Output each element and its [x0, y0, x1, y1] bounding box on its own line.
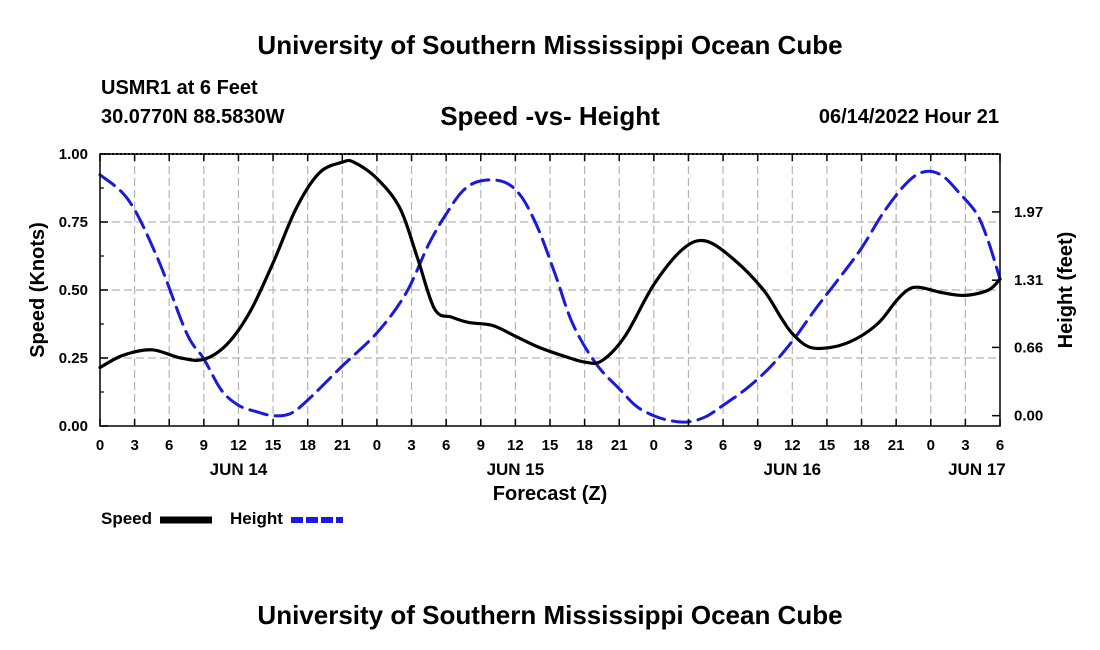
- y-tick-label: 0.50: [59, 282, 88, 299]
- x-tick-label: 15: [542, 437, 559, 454]
- y2-tick-label: 1.97: [1014, 204, 1043, 221]
- x-tick-label: 3: [130, 437, 138, 454]
- x-tick-label: 18: [853, 437, 870, 454]
- y2-tick-label: 0.66: [1014, 339, 1043, 356]
- speed-series-line: [98, 158, 1002, 370]
- station-coordinates: 30.0770N 88.5830W: [101, 106, 285, 128]
- x-tick-label: 18: [576, 437, 593, 454]
- tick-labels: 0 3 6 9 12 15 18 21 0 3 6 9 12 15 18 21 0 3 6 9 12 15 18 21 0 3 60…: [59, 146, 1043, 479]
- x-tick-label: 18: [299, 437, 316, 454]
- x-tick-label: 9: [477, 437, 485, 454]
- date-label: JUN 17: [948, 460, 1006, 479]
- y2-tick-label: 1.31: [1014, 272, 1043, 289]
- x-tick-label: 15: [819, 437, 836, 454]
- x-tick-label: 12: [784, 437, 801, 454]
- x-tick-label: 6: [165, 437, 173, 454]
- x-axis-title: Forecast (Z): [493, 483, 607, 505]
- height-series-line: [98, 169, 1002, 424]
- ticks: [99, 153, 1001, 427]
- x-tick-label: 12: [230, 437, 247, 454]
- y-tick-label: 1.00: [59, 146, 88, 163]
- x-tick-label: 21: [888, 437, 905, 454]
- footer-title: University of Southern Mississippi Ocean…: [257, 600, 843, 630]
- legend-height-swatch: [291, 517, 343, 523]
- series-group: [98, 158, 1002, 424]
- x-tick-label: 6: [719, 437, 727, 454]
- x-tick-label: 15: [265, 437, 282, 454]
- x-tick-label: 0: [650, 437, 658, 454]
- chart-title: Speed -vs- Height: [440, 101, 660, 131]
- x-tick-label: 0: [96, 437, 104, 454]
- legend-height-label: Height: [230, 509, 283, 528]
- x-tick-label: 3: [407, 437, 415, 454]
- forecast-datetime: 06/14/2022 Hour 21: [818, 106, 999, 128]
- x-tick-label: 6: [442, 437, 450, 454]
- y-axis-title: Speed (Knots): [27, 222, 49, 358]
- y2-axis-title: Height (feet): [1055, 232, 1077, 349]
- x-tick-label: 21: [611, 437, 628, 454]
- grid: [100, 153, 1000, 426]
- y-tick-label: 0.25: [59, 350, 88, 367]
- x-tick-label: 9: [754, 437, 762, 454]
- legend-speed-label: Speed: [101, 509, 153, 528]
- x-tick-label: 21: [334, 437, 351, 454]
- date-label: JUN 16: [763, 460, 821, 479]
- x-tick-label: 3: [961, 437, 969, 454]
- legend-speed-swatch: [160, 516, 212, 524]
- station-label: USMR1 at 6 Feet: [101, 77, 258, 99]
- x-tick-label: 0: [927, 437, 935, 454]
- x-tick-label: 6: [996, 437, 1004, 454]
- x-tick-label: 9: [200, 437, 208, 454]
- y2-tick-label: 0.00: [1014, 408, 1043, 425]
- y-tick-label: 0.75: [59, 214, 88, 231]
- x-tick-label: 0: [373, 437, 381, 454]
- date-label: JUN 14: [210, 460, 268, 479]
- y-tick-label: 0.00: [59, 418, 88, 435]
- x-tick-label: 3: [684, 437, 692, 454]
- date-label: JUN 15: [487, 460, 545, 479]
- x-tick-label: 12: [507, 437, 524, 454]
- page-title: University of Southern Mississippi Ocean…: [257, 30, 843, 60]
